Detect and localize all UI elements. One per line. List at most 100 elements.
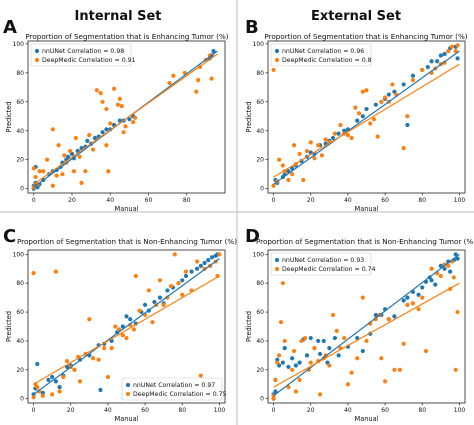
data-point (317, 351, 323, 357)
data-point (73, 135, 78, 141)
data-point (308, 360, 313, 365)
data-point (316, 143, 321, 148)
data-point (40, 390, 45, 395)
data-point (420, 295, 425, 300)
x-tick-label: 20 (67, 407, 75, 414)
data-point (286, 364, 291, 370)
data-point (375, 134, 380, 139)
data-point (111, 86, 117, 91)
legend: nnUNet Correlation = 0.98 DeepMedic Corre… (30, 43, 136, 67)
data-point (40, 393, 45, 398)
data-point (176, 281, 181, 286)
data-point (271, 183, 276, 188)
data-point (90, 356, 96, 361)
data-point (31, 395, 36, 400)
chart-title: Proportion of Segmentation that is Non-E… (17, 237, 237, 246)
regression-line (33, 275, 220, 385)
panel-a: A Proportion of Segmentation that is Enha… (3, 17, 229, 213)
legend-marker (274, 48, 280, 54)
data-point (146, 288, 151, 293)
data-point (64, 359, 70, 364)
data-point (429, 266, 434, 271)
data-point (455, 309, 460, 315)
data-point (356, 111, 362, 116)
data-point (280, 163, 285, 168)
data-point (121, 130, 126, 135)
data-point (297, 151, 302, 157)
data-point (120, 333, 125, 338)
x-tick-label: 100 (214, 407, 226, 414)
data-point (85, 138, 90, 143)
legend-marker (274, 266, 280, 272)
data-point (364, 338, 369, 344)
data-point (37, 169, 42, 174)
regression-line (273, 282, 460, 388)
legend-label: nnUNet Correlation = 0.97 (133, 382, 215, 389)
chart-title: Proportion of Segmentation that is Enhan… (264, 32, 467, 41)
data-point (304, 148, 310, 154)
data-point (303, 335, 308, 341)
data-point (92, 135, 98, 141)
data-point (360, 89, 365, 94)
data-point (449, 44, 455, 49)
data-point (123, 124, 128, 129)
data-point (100, 130, 105, 135)
plot-area (27, 40, 226, 194)
data-point (334, 328, 339, 333)
x-tick-label: 60 (381, 407, 389, 414)
legend-box (270, 252, 372, 276)
data-point (50, 183, 55, 188)
x-tick-label: 60 (145, 197, 153, 204)
legend-box (30, 43, 132, 67)
data-point (327, 363, 332, 368)
y-tick-label: 0 (260, 396, 264, 403)
data-point (273, 377, 278, 383)
chart-panels: A Proportion of Segmentation that is Enha… (3, 17, 474, 423)
data-point (57, 385, 62, 390)
data-point (410, 301, 416, 306)
legend: nnUNet Correlation = 0.96 DeepMedic Corre… (270, 43, 372, 67)
panel-letter: B (245, 17, 259, 38)
data-point (373, 102, 378, 107)
data-point (405, 114, 410, 119)
data-point (429, 59, 434, 64)
y-tick-label: 20 (256, 157, 264, 164)
data-point (271, 67, 276, 73)
data-point (180, 292, 185, 297)
data-point (282, 346, 287, 351)
legend-marker (274, 257, 280, 263)
y-axis-label: Predicted (5, 311, 13, 342)
data-point (392, 367, 397, 372)
data-point (455, 56, 460, 61)
data-point (405, 122, 410, 128)
x-tick-label: 40 (344, 407, 352, 414)
data-point (446, 263, 451, 268)
data-point (209, 76, 214, 81)
data-point (319, 153, 324, 158)
data-point (382, 95, 388, 100)
legend-marker (125, 391, 131, 397)
data-point (336, 353, 341, 358)
y-tick-label: 100 (13, 41, 25, 48)
data-point (442, 266, 447, 271)
data-point (342, 335, 347, 341)
data-point (390, 82, 395, 87)
data-point (196, 77, 201, 83)
data-point (290, 356, 295, 361)
x-axis-label: Manual (115, 415, 139, 423)
y-tick-label: 40 (256, 338, 264, 345)
data-point (157, 278, 163, 283)
data-point (277, 353, 282, 358)
data-point (131, 119, 136, 125)
y-tick-label: 100 (253, 41, 265, 48)
data-point (102, 346, 107, 351)
data-point (169, 283, 174, 289)
data-point (104, 106, 109, 112)
data-point (98, 387, 103, 393)
regression-line (33, 258, 220, 395)
data-point (360, 295, 365, 300)
data-point (290, 166, 295, 171)
data-point (108, 121, 113, 126)
data-point (62, 153, 67, 158)
